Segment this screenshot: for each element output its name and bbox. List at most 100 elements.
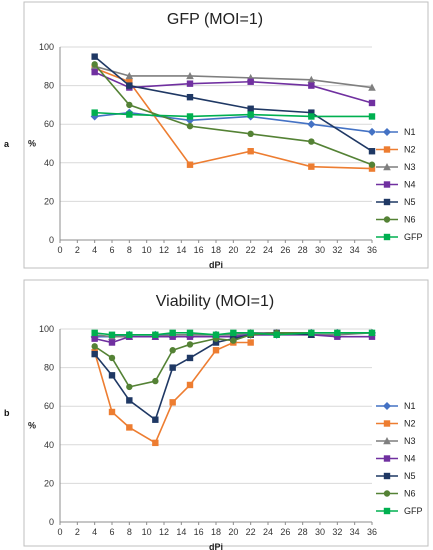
- legend-marker: [383, 402, 391, 410]
- series-line-n6: [94, 63, 373, 166]
- x-tick-label: 0: [57, 245, 62, 255]
- legend-label-n6: N6: [404, 215, 416, 225]
- x-tick-label: 16: [194, 245, 204, 255]
- legend-marker: [383, 216, 391, 223]
- data-point-gfp: [108, 331, 116, 338]
- legend-marker: [383, 198, 391, 206]
- data-point-n2: [212, 347, 220, 354]
- data-point-gfp: [334, 329, 341, 337]
- data-point-n6: [186, 122, 194, 130]
- legend-label-gfp: GFP: [404, 506, 423, 516]
- data-point-gfp: [186, 113, 194, 120]
- data-point-n5: [169, 364, 176, 371]
- x-tick-label: 24: [263, 527, 273, 537]
- y-tick-label: 20: [44, 478, 54, 488]
- x-tick-label: 26: [280, 527, 290, 537]
- data-point-n6: [230, 337, 237, 344]
- data-point-n6: [368, 161, 376, 168]
- data-point-n6: [91, 61, 98, 68]
- data-point-gfp: [126, 331, 133, 338]
- data-point-n5: [368, 148, 376, 155]
- y-tick-label: 80: [44, 363, 54, 373]
- legend-label-n5: N5: [404, 471, 416, 481]
- data-point-n6: [186, 341, 194, 348]
- x-tick-label: 2: [75, 527, 80, 537]
- series-line-n1: [94, 111, 373, 133]
- data-point-n6: [308, 138, 315, 145]
- panel-label: a: [4, 139, 10, 149]
- y-tick-label: 60: [44, 401, 54, 411]
- panel-label: b: [4, 408, 10, 418]
- data-point-n1: [368, 127, 376, 136]
- legend-label-n3: N3: [404, 162, 416, 172]
- legend-marker: [383, 420, 391, 427]
- x-tick-label: 34: [350, 245, 360, 255]
- legend-label-n6: N6: [404, 489, 416, 499]
- data-point-n4: [91, 335, 98, 342]
- series-line-n3: [94, 65, 373, 89]
- data-point-n4: [308, 82, 315, 89]
- data-point-gfp: [152, 331, 159, 338]
- y-tick-label: 100: [39, 324, 54, 334]
- data-point-n2: [247, 148, 254, 155]
- x-tick-label: 4: [92, 245, 97, 255]
- y-tick-label: 40: [44, 440, 54, 450]
- x-tick-label: 36: [367, 527, 377, 537]
- data-point-n5: [186, 93, 194, 101]
- x-tick-label: 16: [194, 527, 204, 537]
- data-point-n5: [91, 350, 98, 358]
- chart-frame: [23, 1, 429, 269]
- x-tick-label: 26: [280, 245, 290, 255]
- x-tick-label: 8: [127, 245, 132, 255]
- data-point-n5: [247, 105, 254, 112]
- data-point-n4: [186, 80, 194, 87]
- x-tick-label: 30: [315, 245, 325, 255]
- y-tick-label: 0: [49, 517, 54, 527]
- data-point-n2: [186, 161, 194, 168]
- data-point-gfp: [126, 111, 133, 118]
- data-point-n4: [108, 339, 116, 346]
- data-point-n6: [91, 343, 98, 350]
- data-point-gfp: [247, 329, 254, 337]
- data-point-n6: [126, 383, 133, 391]
- data-point-n3: [368, 83, 376, 91]
- x-tick-label: 6: [109, 527, 114, 537]
- data-point-gfp: [368, 113, 376, 120]
- x-tick-label: 18: [211, 527, 221, 537]
- x-tick-label: 32: [332, 245, 342, 255]
- x-tick-label: 22: [246, 245, 256, 255]
- x-tick-label: 32: [332, 527, 342, 537]
- data-point-n4: [247, 78, 254, 85]
- x-tick-label: 14: [176, 527, 186, 537]
- data-point-n5: [108, 372, 116, 379]
- data-point-n4: [368, 99, 376, 107]
- data-point-n5: [152, 416, 159, 423]
- y-axis-label: %: [28, 421, 36, 431]
- x-axis-label: dPi: [209, 542, 223, 550]
- x-tick-label: 20: [228, 527, 238, 537]
- legend-marker: [383, 233, 391, 241]
- data-point-n6: [108, 354, 116, 362]
- data-point-n5: [126, 397, 133, 404]
- panel-b: Viability (MOI=1) 0 20 40 60 80 100 0 2 4 6 8 10 12 14…: [0, 278, 433, 550]
- data-point-n2: [186, 381, 194, 389]
- data-point-n4: [334, 333, 341, 340]
- y-tick-label: 40: [44, 158, 54, 168]
- legend-label-n5: N5: [404, 197, 416, 207]
- legend-label-n4: N4: [404, 180, 416, 190]
- data-point-gfp: [308, 113, 315, 120]
- x-axis-label: dPi: [209, 260, 223, 270]
- data-point-n6: [247, 130, 254, 138]
- legend-marker: [383, 455, 391, 462]
- legend-label-n3: N3: [404, 436, 416, 446]
- x-tick-label: 18: [211, 245, 221, 255]
- series-line-n2: [94, 67, 373, 170]
- data-point-n5: [91, 53, 98, 60]
- y-tick-label: 80: [44, 81, 54, 91]
- legend-marker: [383, 181, 391, 188]
- data-point-n5: [186, 354, 194, 362]
- data-point-n2: [152, 439, 159, 447]
- panel-a: GFP (MOI=1) 0 20 40 60 80 100 0 2 4 6 8 10 12 14 16 18 20…: [0, 0, 433, 272]
- legend-marker: [383, 128, 391, 136]
